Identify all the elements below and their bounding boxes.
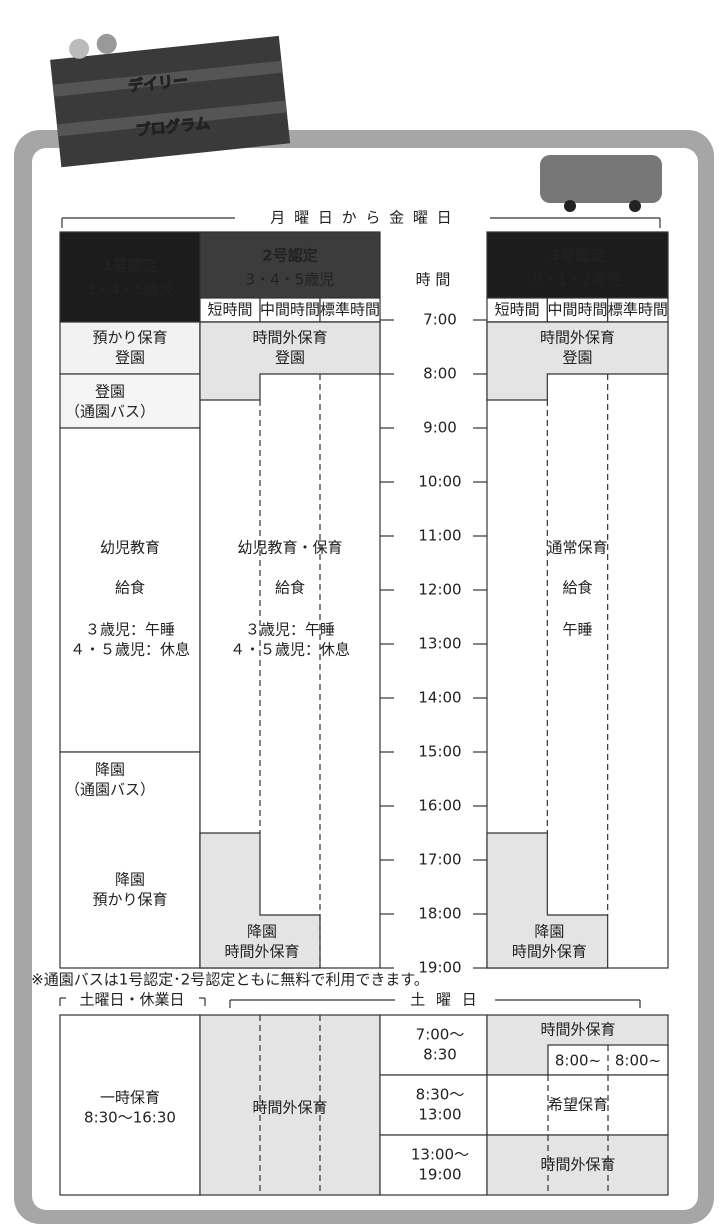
time-label: 12:00 [418,581,461,599]
column-header [486,231,669,299]
time-label: 14:00 [418,689,461,707]
bird [69,38,90,59]
label: （通園バス） [65,403,155,421]
label: 通常保育 [547,539,607,557]
weekday-label: 月 曜 日 か ら 金 曜 日 [270,209,453,227]
time-label: 10:00 [418,473,461,491]
cell [59,751,201,969]
label: 時間外保育 [540,1021,615,1039]
wheel [629,200,641,212]
label: 降園 [247,923,277,941]
time-range: 7:00〜 [416,1026,465,1044]
column-header [199,231,381,299]
label: ４・５歳児：休息 [70,641,190,659]
label: 給食 [562,579,592,597]
label: 登園 [275,349,305,367]
column-header [59,231,201,323]
label: 幼児教育・保育 [237,539,342,557]
time-label: 9:00 [423,419,457,437]
time-label: 11:00 [418,527,461,545]
cell [486,1074,669,1136]
board-stripe [52,60,283,97]
time-cell [379,1014,488,1076]
column-title: 1号認定 [102,257,157,275]
label: ３歳児：午睡 [245,621,335,639]
sub-column-header [259,297,321,323]
column-subtitle: 3・4・5歳児 [246,271,335,289]
bus-body [540,155,662,203]
label: 一時保育 [100,1089,160,1107]
time-label: 19:00 [418,959,461,977]
saturday-label: 土 曜 日 [410,991,480,1009]
bird [96,33,117,54]
column-subtitle: 0・1・2歳児 [533,271,622,289]
extended-care-area [199,321,381,401]
sub-column-header [199,297,261,323]
extra-time: 8:00~ [615,1052,661,1070]
label: 給食 [275,579,305,597]
label: 時間外保育 [540,1156,615,1174]
sub-column-label: 短時間 [207,301,252,319]
sub-column-label: 短時間 [495,301,540,319]
bus [540,155,662,212]
time-label: 13:00 [418,635,461,653]
label: 降園 [534,923,564,941]
time-range: 8:30 [423,1046,457,1064]
column-title: 2号認定 [262,247,317,265]
cell [59,373,201,429]
label: 登園 [562,349,592,367]
label: 時間外保育 [224,943,299,961]
time-label: 7:00 [423,311,457,329]
label: （通園バス） [65,781,155,799]
cell [59,321,201,375]
label: ３歳児：午睡 [85,621,175,639]
label: 預かり保育 [92,329,167,347]
label: ４・５歳児：休息 [230,641,350,659]
label: 預かり保育 [92,891,167,909]
time-cell [379,1074,488,1136]
sub-column-label: 中間時間 [260,301,320,319]
sub-column-label: 中間時間 [547,301,607,319]
sub-column-label: 標準時間 [608,301,668,319]
label: 午睡 [562,621,592,639]
cell [59,427,201,753]
cell [486,1134,669,1196]
column-subtitle: 3・4・5歳児 [86,281,175,299]
holiday-label: 土曜日・休業日 [79,991,184,1009]
column-title: 3号認定 [550,247,605,265]
label: 登園 [115,349,145,367]
label: 給食 [115,579,145,597]
time-label: 16:00 [418,797,461,815]
label: 時間外保育 [512,943,587,961]
footnote: ※通園バスは1号認定･2号認定ともに無料で利用できます。 [31,971,429,989]
time-range: 8:30〜 [416,1086,465,1104]
cell [199,1014,381,1196]
time-header: 時 間 [416,271,451,289]
wheel [564,200,576,212]
time-range: 13:00 [418,1106,461,1124]
time-range: 19:00 [418,1166,461,1184]
extended-care-area [486,321,669,401]
label: 時間外保育 [252,329,327,347]
time-label: 8:00 [423,365,457,383]
label: 8:30〜16:30 [84,1109,176,1127]
label: 幼児教育 [100,539,160,557]
label: 登園 [95,383,125,401]
extra-time: 8:00~ [555,1052,601,1070]
time-label: 15:00 [418,743,461,761]
time-label: 18:00 [418,905,461,923]
sub-column-label: 標準時間 [320,301,380,319]
label: 時間外保育 [540,329,615,347]
board-stripe [56,100,287,137]
label: 降園 [115,871,145,889]
label: 希望保育 [548,1096,608,1114]
label: 降園 [95,761,125,779]
time-label: 17:00 [418,851,461,869]
time-range: 13:00〜 [411,1146,469,1164]
label: 時間外保育 [252,1099,327,1117]
